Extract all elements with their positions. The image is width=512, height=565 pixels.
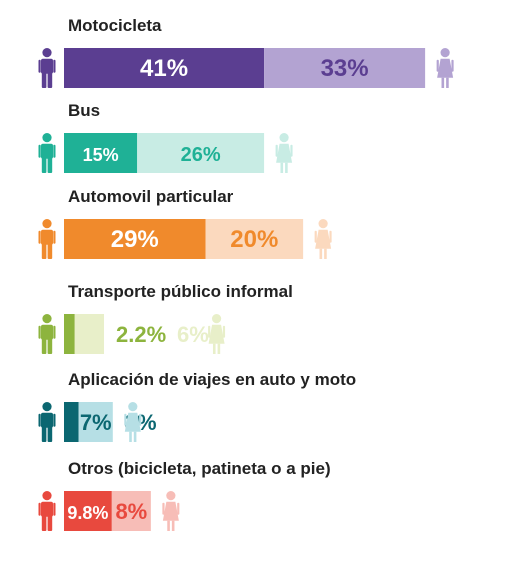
bar-female — [205, 219, 304, 259]
value-label-male: 9.8% — [67, 503, 108, 523]
bar-male — [64, 133, 138, 173]
female-person-icon — [208, 314, 226, 354]
bar-male — [64, 314, 75, 354]
male-person-icon — [38, 133, 56, 173]
category-label: Automovil particular — [68, 187, 234, 206]
value-label-female: 26% — [181, 144, 221, 166]
female-person-icon — [162, 491, 180, 531]
category-label: Bus — [68, 101, 100, 120]
category-label: Motocicleta — [68, 16, 162, 35]
bar-male — [64, 48, 265, 88]
female-person-icon — [314, 219, 332, 259]
bar-female — [74, 314, 105, 354]
bar-female — [78, 402, 113, 442]
male-person-icon — [38, 48, 56, 88]
bar-female — [264, 48, 426, 88]
category-label: Otros (bicicleta, patineta o a pie) — [68, 459, 331, 478]
value-label-female: 6% — [177, 322, 209, 347]
male-person-icon — [38, 491, 56, 531]
bar-female — [137, 133, 265, 173]
bar-male — [64, 491, 112, 531]
bar-male — [64, 402, 79, 442]
value-label-female: 33% — [321, 55, 369, 82]
female-person-icon — [124, 402, 142, 442]
female-person-icon — [436, 48, 454, 88]
male-person-icon — [38, 314, 56, 354]
value-label-male: 29% — [111, 226, 159, 253]
category-label: Transporte público informal — [68, 282, 293, 301]
female-person-icon — [275, 133, 293, 173]
male-person-icon — [38, 219, 56, 259]
value-label-female: 8% — [115, 499, 147, 524]
value-label-male: 2.2% — [116, 322, 166, 347]
value-label-male: 41% — [140, 55, 188, 82]
bar-male — [64, 219, 206, 259]
value-label-female: 7% — [80, 410, 112, 435]
value-label-female: 20% — [230, 226, 278, 253]
value-label-male: 15% — [83, 145, 119, 165]
bar-female — [111, 491, 151, 531]
category-label: Aplicación de viajes en auto y moto — [68, 370, 356, 389]
male-person-icon — [38, 402, 56, 442]
